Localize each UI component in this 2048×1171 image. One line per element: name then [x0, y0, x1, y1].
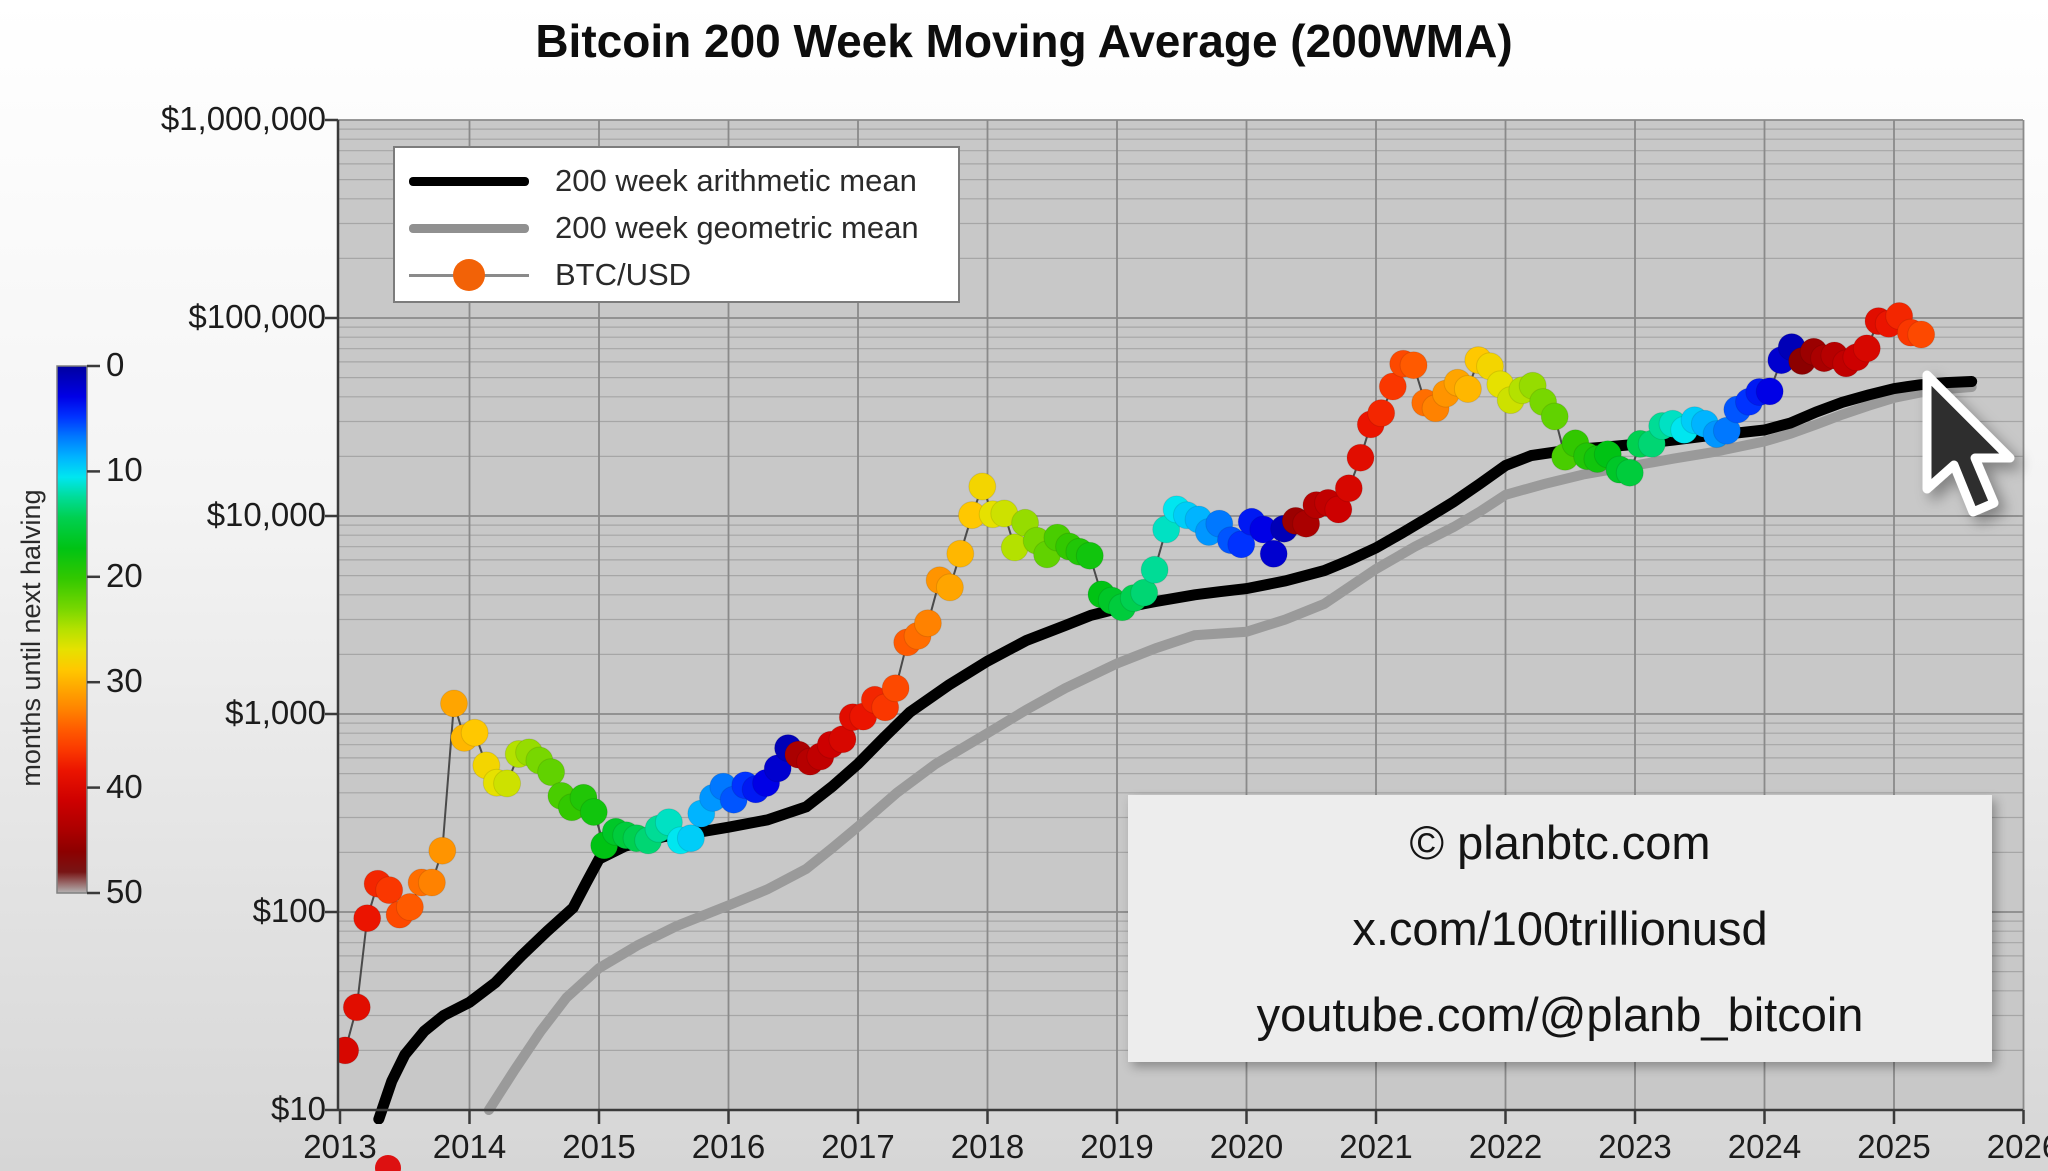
x-axis-label-2026: 2026	[1986, 1128, 2048, 1165]
legend-label: 200 week arithmetic mean	[555, 163, 917, 198]
colorbar-tick-label-30: 30	[106, 662, 143, 700]
colorbar-tick-label-50: 50	[106, 873, 143, 910]
x-axis-label-2015: 2015	[562, 1128, 636, 1165]
colorbar-tick-label-20: 20	[106, 556, 143, 594]
watermark-line-x-com: x.com/100trillionusd	[1352, 901, 1768, 955]
y-axis-label-10: $10	[270, 1090, 326, 1127]
geometric-mean-line	[483, 382, 1977, 1115]
x-axis-label-2018: 2018	[950, 1128, 1025, 1165]
x-axis-label-2025: 2025	[1857, 1128, 1931, 1165]
colorbar-tick-label-10: 10	[106, 451, 143, 489]
x-axis-label-2016: 2016	[691, 1128, 766, 1165]
arithmetic-mean-line-swatch	[409, 177, 529, 186]
btc-usd-scatter	[338, 302, 1936, 1065]
btc-dot-swatch	[453, 259, 485, 291]
chart-title: Bitcoin 200 Week Moving Average (200WMA)	[535, 15, 1513, 67]
watermark: © planbtc.com x.com/100trillionusd youtu…	[1128, 795, 1992, 1062]
video-progress-dot	[375, 1155, 401, 1171]
y-axis-label-100000: $100,000	[188, 298, 326, 335]
y-axis-label-1000000: $1,000,000	[160, 100, 326, 137]
legend-label: BTC/USD	[555, 257, 692, 292]
colorbar-tick-label-40: 40	[106, 767, 143, 805]
mouse-cursor	[1922, 370, 2015, 517]
x-axis-label-2021: 2021	[1339, 1128, 1413, 1165]
x-axis-label-2022: 2022	[1468, 1128, 1543, 1165]
x-axis-label-2024: 2024	[1727, 1128, 1802, 1165]
colorbar-axis-label: months until next halving	[16, 489, 46, 787]
axes-spines	[325, 118, 2025, 1124]
x-axis-label-2013: 2013	[303, 1128, 377, 1165]
legend-item-arithmetic-mean: 200 week arithmetic mean	[395, 161, 958, 201]
colorbar	[56, 364, 100, 895]
watermark-line-planbtc: © planbtc.com	[1409, 815, 1711, 869]
legend-item-geometric-mean: 200 week geometric mean	[395, 208, 958, 248]
x-axis-label-2017: 2017	[821, 1128, 895, 1165]
x-axis-label-2014: 2014	[432, 1128, 507, 1165]
legend-label: 200 week geometric mean	[555, 210, 919, 245]
y-axis-label-100: $100	[252, 892, 326, 929]
x-axis-label-2019: 2019	[1080, 1128, 1154, 1165]
x-axis-label-2020: 2020	[1209, 1128, 1284, 1165]
watermark-line-youtube: youtube.com/@planb_bitcoin	[1256, 987, 1864, 1041]
geometric-mean-line-swatch	[409, 224, 529, 233]
legend-item-btc-usd: BTC/USD	[395, 255, 958, 295]
y-axis-label-1000: $1,000	[225, 694, 326, 731]
y-axis-label-10000: $10,000	[206, 496, 326, 533]
legend: 200 week arithmetic mean 200 week geomet…	[393, 146, 960, 303]
colorbar-tick-label-0: 0	[106, 346, 125, 383]
x-axis-label-2023: 2023	[1598, 1128, 1672, 1165]
